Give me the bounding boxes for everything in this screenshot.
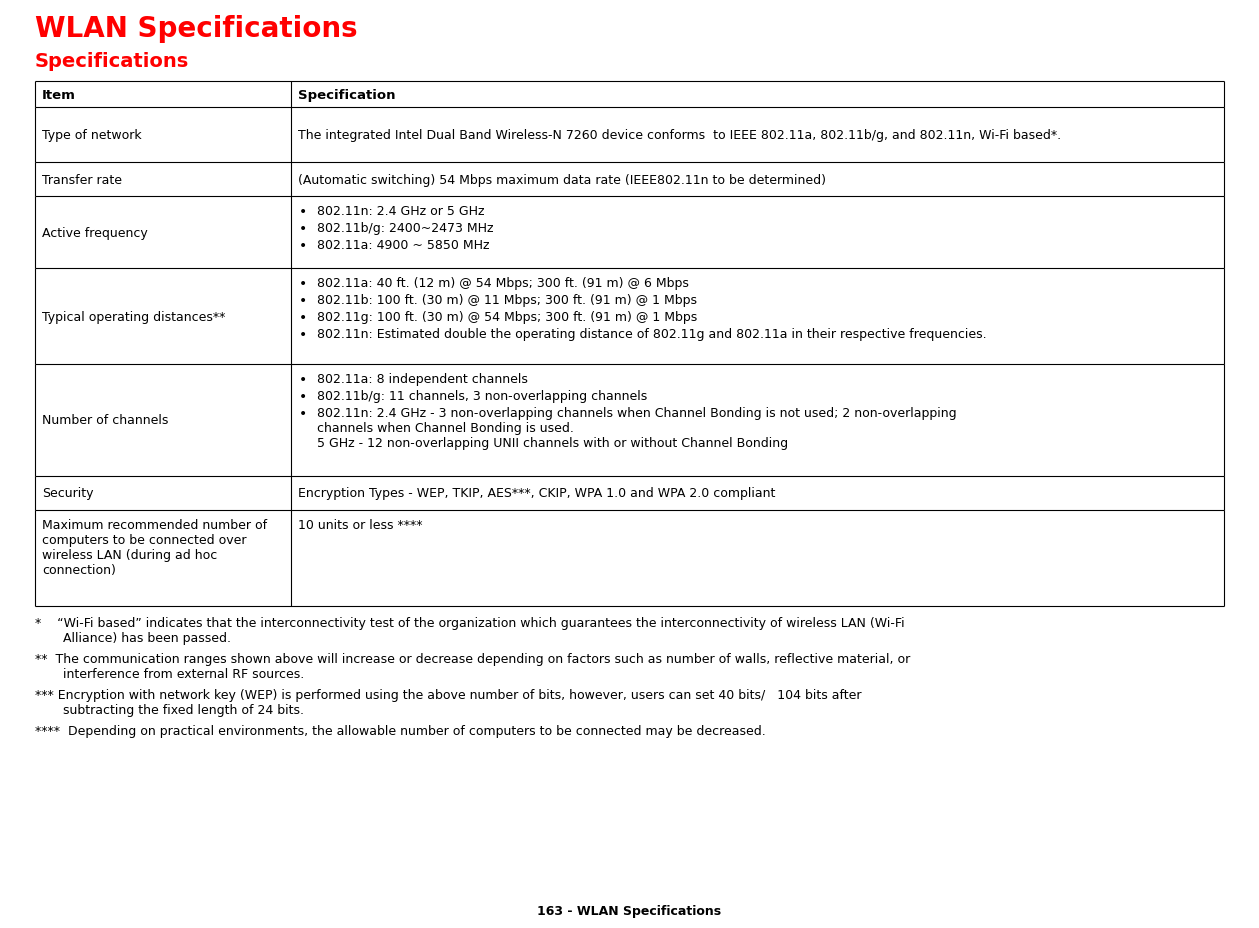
Text: Type of network: Type of network — [42, 129, 141, 142]
Text: 802.11n: Estimated double the operating distance of 802.11g and 802.11a in their: 802.11n: Estimated double the operating … — [316, 328, 986, 341]
Text: •: • — [298, 406, 307, 420]
Text: The integrated Intel Dual Band Wireless-N 7260 device conforms  to IEEE 802.11a,: The integrated Intel Dual Band Wireless-… — [297, 129, 1061, 142]
Text: (Automatic switching) 54 Mbps maximum data rate (IEEE802.11n to be determined): (Automatic switching) 54 Mbps maximum da… — [297, 174, 826, 187]
Text: Specification: Specification — [297, 88, 395, 101]
Text: •: • — [298, 238, 307, 252]
Text: 163 - WLAN Specifications: 163 - WLAN Specifications — [538, 904, 721, 917]
Text: Typical operating distances**: Typical operating distances** — [42, 310, 225, 323]
Text: Item: Item — [42, 88, 76, 101]
Text: Specifications: Specifications — [35, 52, 189, 71]
Text: •: • — [298, 373, 307, 387]
Text: •: • — [298, 277, 307, 290]
Text: channels when Channel Bonding is used.: channels when Channel Bonding is used. — [316, 421, 574, 434]
Text: *    “Wi-Fi based” indicates that the interconnectivity test of the organization: * “Wi-Fi based” indicates that the inter… — [35, 616, 905, 644]
Text: *** Encryption with network key (WEP) is performed using the above number of bit: *** Encryption with network key (WEP) is… — [35, 689, 861, 716]
Text: 802.11a: 4900 ~ 5850 MHz: 802.11a: 4900 ~ 5850 MHz — [316, 238, 490, 251]
Text: •: • — [298, 205, 307, 219]
Text: •: • — [298, 311, 307, 325]
Text: •: • — [298, 222, 307, 236]
Text: Maximum recommended number of
computers to be connected over
wireless LAN (durin: Maximum recommended number of computers … — [42, 519, 267, 576]
Text: 802.11b/g: 11 channels, 3 non-overlapping channels: 802.11b/g: 11 channels, 3 non-overlappin… — [316, 390, 647, 403]
Text: 802.11n: 2.4 GHz - 3 non-overlapping channels when Channel Bonding is not used; : 802.11n: 2.4 GHz - 3 non-overlapping cha… — [316, 406, 957, 419]
Text: Transfer rate: Transfer rate — [42, 174, 122, 187]
Text: 802.11g: 100 ft. (30 m) @ 54 Mbps; 300 ft. (91 m) @ 1 Mbps: 802.11g: 100 ft. (30 m) @ 54 Mbps; 300 f… — [316, 311, 697, 324]
Text: 802.11a: 8 independent channels: 802.11a: 8 independent channels — [316, 373, 528, 386]
Text: Encryption Types - WEP, TKIP, AES***, CKIP, WPA 1.0 and WPA 2.0 compliant: Encryption Types - WEP, TKIP, AES***, CK… — [297, 487, 776, 500]
Text: 802.11b/g: 2400~2473 MHz: 802.11b/g: 2400~2473 MHz — [316, 222, 494, 235]
Text: •: • — [298, 293, 307, 308]
Text: 802.11b: 100 ft. (30 m) @ 11 Mbps; 300 ft. (91 m) @ 1 Mbps: 802.11b: 100 ft. (30 m) @ 11 Mbps; 300 f… — [316, 293, 696, 306]
Text: 5 GHz - 12 non-overlapping UNII channels with or without Channel Bonding: 5 GHz - 12 non-overlapping UNII channels… — [316, 436, 788, 449]
Text: •: • — [298, 328, 307, 342]
Text: 10 units or less ****: 10 units or less **** — [297, 519, 422, 532]
Text: **  The communication ranges shown above will increase or decrease depending on : ** The communication ranges shown above … — [35, 652, 910, 680]
Text: Number of channels: Number of channels — [42, 414, 169, 427]
Text: WLAN Specifications: WLAN Specifications — [35, 15, 358, 43]
Text: •: • — [298, 390, 307, 404]
Text: Security: Security — [42, 487, 93, 500]
Text: 802.11a: 40 ft. (12 m) @ 54 Mbps; 300 ft. (91 m) @ 6 Mbps: 802.11a: 40 ft. (12 m) @ 54 Mbps; 300 ft… — [316, 277, 689, 290]
Text: ****  Depending on practical environments, the allowable number of computers to : **** Depending on practical environments… — [35, 724, 765, 737]
Text: Active frequency: Active frequency — [42, 226, 147, 239]
Text: 802.11n: 2.4 GHz or 5 GHz: 802.11n: 2.4 GHz or 5 GHz — [316, 205, 485, 218]
